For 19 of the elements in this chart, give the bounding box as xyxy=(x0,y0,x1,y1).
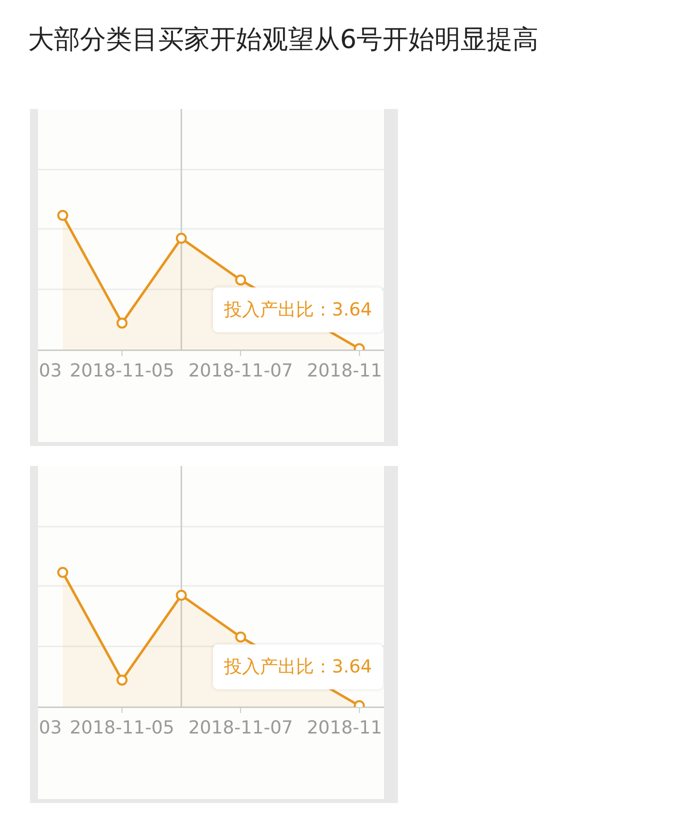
x-tick-label: 03 xyxy=(38,360,62,382)
point xyxy=(116,318,128,329)
point xyxy=(57,210,68,221)
chart-title: 大部分类目买家开始观望从6号开始明显提高 xyxy=(28,24,539,57)
x-tick-label: 2018-11-07 xyxy=(188,360,293,382)
x-tick-label: 03 xyxy=(38,717,62,738)
x-tick-label: 2018-11-07 xyxy=(188,717,293,738)
point xyxy=(116,674,128,686)
x-tick-label: 2018-11-05 xyxy=(70,360,174,382)
point xyxy=(235,631,246,642)
annotation: 投入产出比：3.64 xyxy=(222,300,372,321)
point xyxy=(176,232,187,244)
annotation: 投入产出比：3.64 xyxy=(222,656,372,678)
x-tick-label: 2018-11 xyxy=(306,717,382,738)
point xyxy=(235,274,246,286)
x-tick-label: 2018-11-05 xyxy=(70,717,174,738)
point xyxy=(176,590,187,601)
x-tick-label: 2018-11 xyxy=(306,360,382,382)
point xyxy=(57,566,68,578)
